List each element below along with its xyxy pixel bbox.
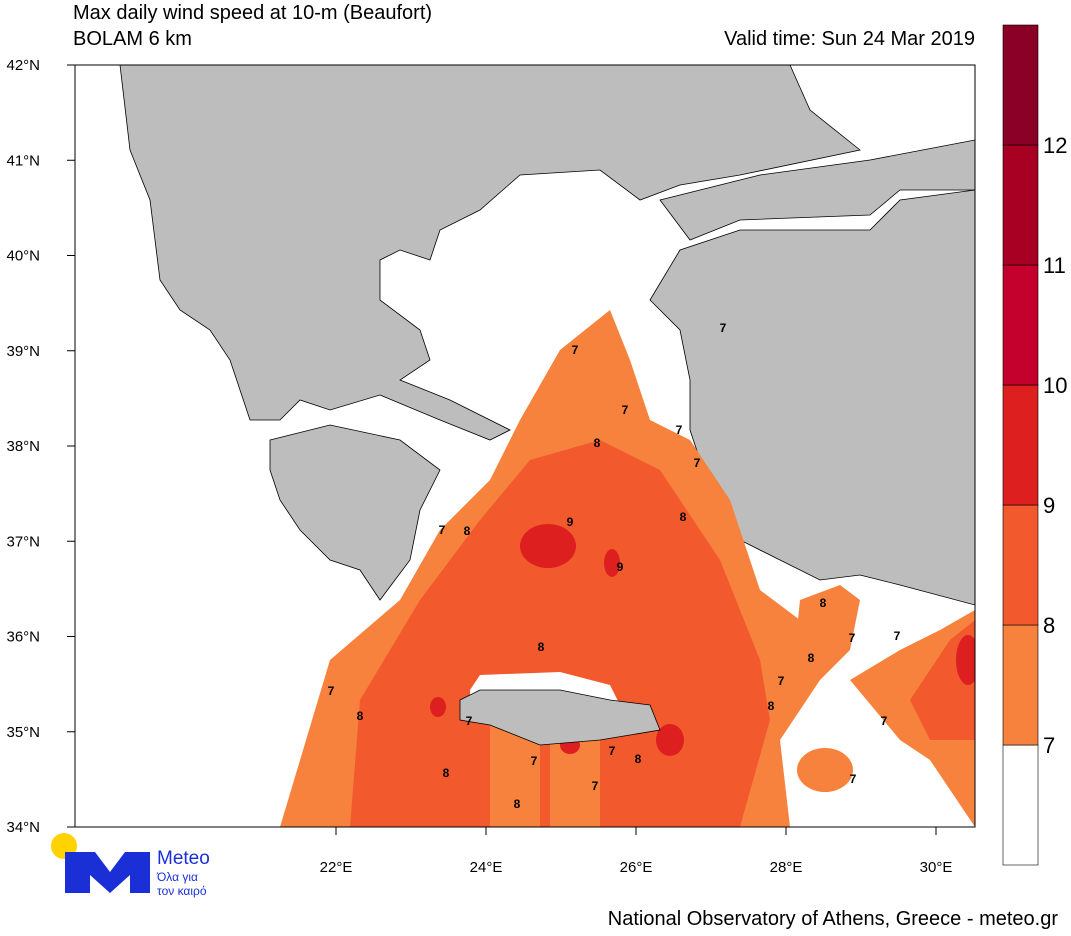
colorbar-label: 10 — [1043, 373, 1067, 398]
contour-label: 8 — [443, 766, 450, 780]
colorbar-label: 11 — [1043, 253, 1066, 278]
lat-tick-label: 35°N — [6, 724, 40, 741]
contour-label: 8 — [357, 709, 364, 723]
colorbar-segment — [1002, 624, 1039, 746]
lat-tick-label: 38°N — [6, 438, 40, 455]
contour-label: 7 — [694, 456, 701, 470]
contour-label: 7 — [778, 674, 785, 688]
contour-label: 8 — [808, 651, 815, 665]
contour-label: 7 — [592, 779, 599, 793]
lat-tick-label: 36°N — [6, 629, 40, 646]
contour-label: 8 — [635, 752, 642, 766]
colorbar-segment — [1002, 384, 1039, 506]
crete — [459, 689, 661, 746]
colorbar-segment — [1002, 264, 1039, 386]
map — [75, 65, 975, 827]
contour-label: 7 — [609, 744, 616, 758]
lon-tick-label: 28°E — [770, 859, 803, 876]
contour-label: 7 — [439, 523, 446, 537]
contour-label: 7 — [676, 423, 683, 437]
lat-tick-label: 42°N — [6, 57, 40, 74]
colorbar-segment — [1002, 144, 1039, 266]
lon-tick-label: 30°E — [920, 859, 953, 876]
contour-label: 7 — [720, 321, 727, 335]
lat-tick-label: 34°N — [6, 819, 40, 836]
lat-tick-label: 39°N — [6, 343, 40, 360]
contour-label: 8 — [464, 524, 471, 538]
contour-label: 7 — [622, 403, 629, 417]
wind-areas — [280, 310, 975, 827]
colorbar-segment — [1002, 24, 1039, 146]
title: Max daily wind speed at 10-m (Beaufort) — [73, 2, 432, 24]
colorbar-label: 7 — [1043, 733, 1055, 758]
colorbar-label: 12 — [1043, 133, 1067, 158]
contour-label: 7 — [849, 631, 856, 645]
colorbar-label: 9 — [1043, 493, 1055, 518]
contour-label: 7 — [328, 684, 335, 698]
contour-label: 8 — [594, 436, 601, 450]
contour-label: 9 — [567, 515, 574, 529]
valid-time: Valid time: Sun 24 Mar 2019 — [724, 28, 975, 50]
contour-label: 9 — [617, 560, 624, 574]
contour-label: 8 — [538, 640, 545, 654]
contour-label: 8 — [768, 699, 775, 713]
contour-label: 7 — [466, 714, 473, 728]
lat-tick-label: 37°N — [6, 533, 40, 550]
lon-tick-label: 26°E — [620, 859, 653, 876]
lat-tick-label: 41°N — [6, 152, 40, 169]
footer: National Observatory of Athens, Greece -… — [608, 908, 1059, 930]
contour-label: 7 — [894, 629, 901, 643]
contour-label: 8 — [680, 510, 687, 524]
land — [119, 65, 975, 606]
contour-label: 8 — [514, 797, 521, 811]
colorbar-segment — [1002, 744, 1039, 866]
lon-tick-label: 24°E — [470, 859, 503, 876]
colorbar-label: 8 — [1043, 613, 1055, 638]
contour-label: 8 — [820, 596, 827, 610]
logo-m — [65, 852, 150, 893]
logo-line: τον καιρό — [157, 884, 207, 898]
contour-label: 7 — [572, 343, 579, 357]
logo: Meteo Όλα για τον καιρό — [51, 833, 210, 898]
contour-label: 7 — [850, 772, 857, 786]
logo-line: Όλα για — [156, 870, 198, 884]
contour-label: 7 — [531, 754, 538, 768]
logo-name: Meteo — [157, 848, 210, 869]
contour-label: 7 — [881, 714, 888, 728]
subtitle: BOLAM 6 km — [73, 28, 192, 50]
lon-tick-label: 22°E — [320, 859, 353, 876]
lat-tick-label: 40°N — [6, 248, 40, 265]
colorbar-segment — [1002, 504, 1039, 626]
